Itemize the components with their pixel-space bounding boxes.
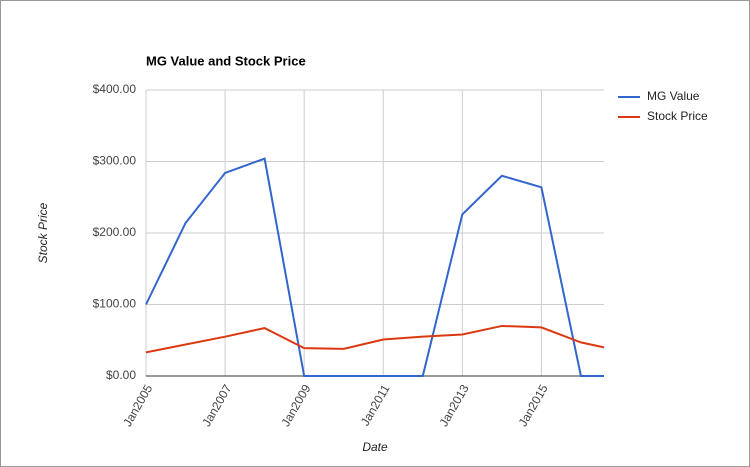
x-axis-label: Date	[362, 440, 388, 454]
y-tick-label: $100.00	[93, 297, 137, 311]
y-axis-label: Stock Price	[36, 202, 50, 263]
series-line	[145, 157, 604, 377]
series-line	[145, 324, 605, 354]
legend-label: MG Value	[647, 89, 700, 103]
y-tick-label: $300.00	[93, 154, 137, 168]
chart-title: MG Value and Stock Price	[146, 53, 306, 68]
y-tick-label: $200.00	[93, 225, 137, 239]
y-tick-label: $0.00	[106, 368, 136, 382]
legend-label: Stock Price	[647, 109, 708, 123]
y-tick-label: $400.00	[93, 82, 137, 96]
